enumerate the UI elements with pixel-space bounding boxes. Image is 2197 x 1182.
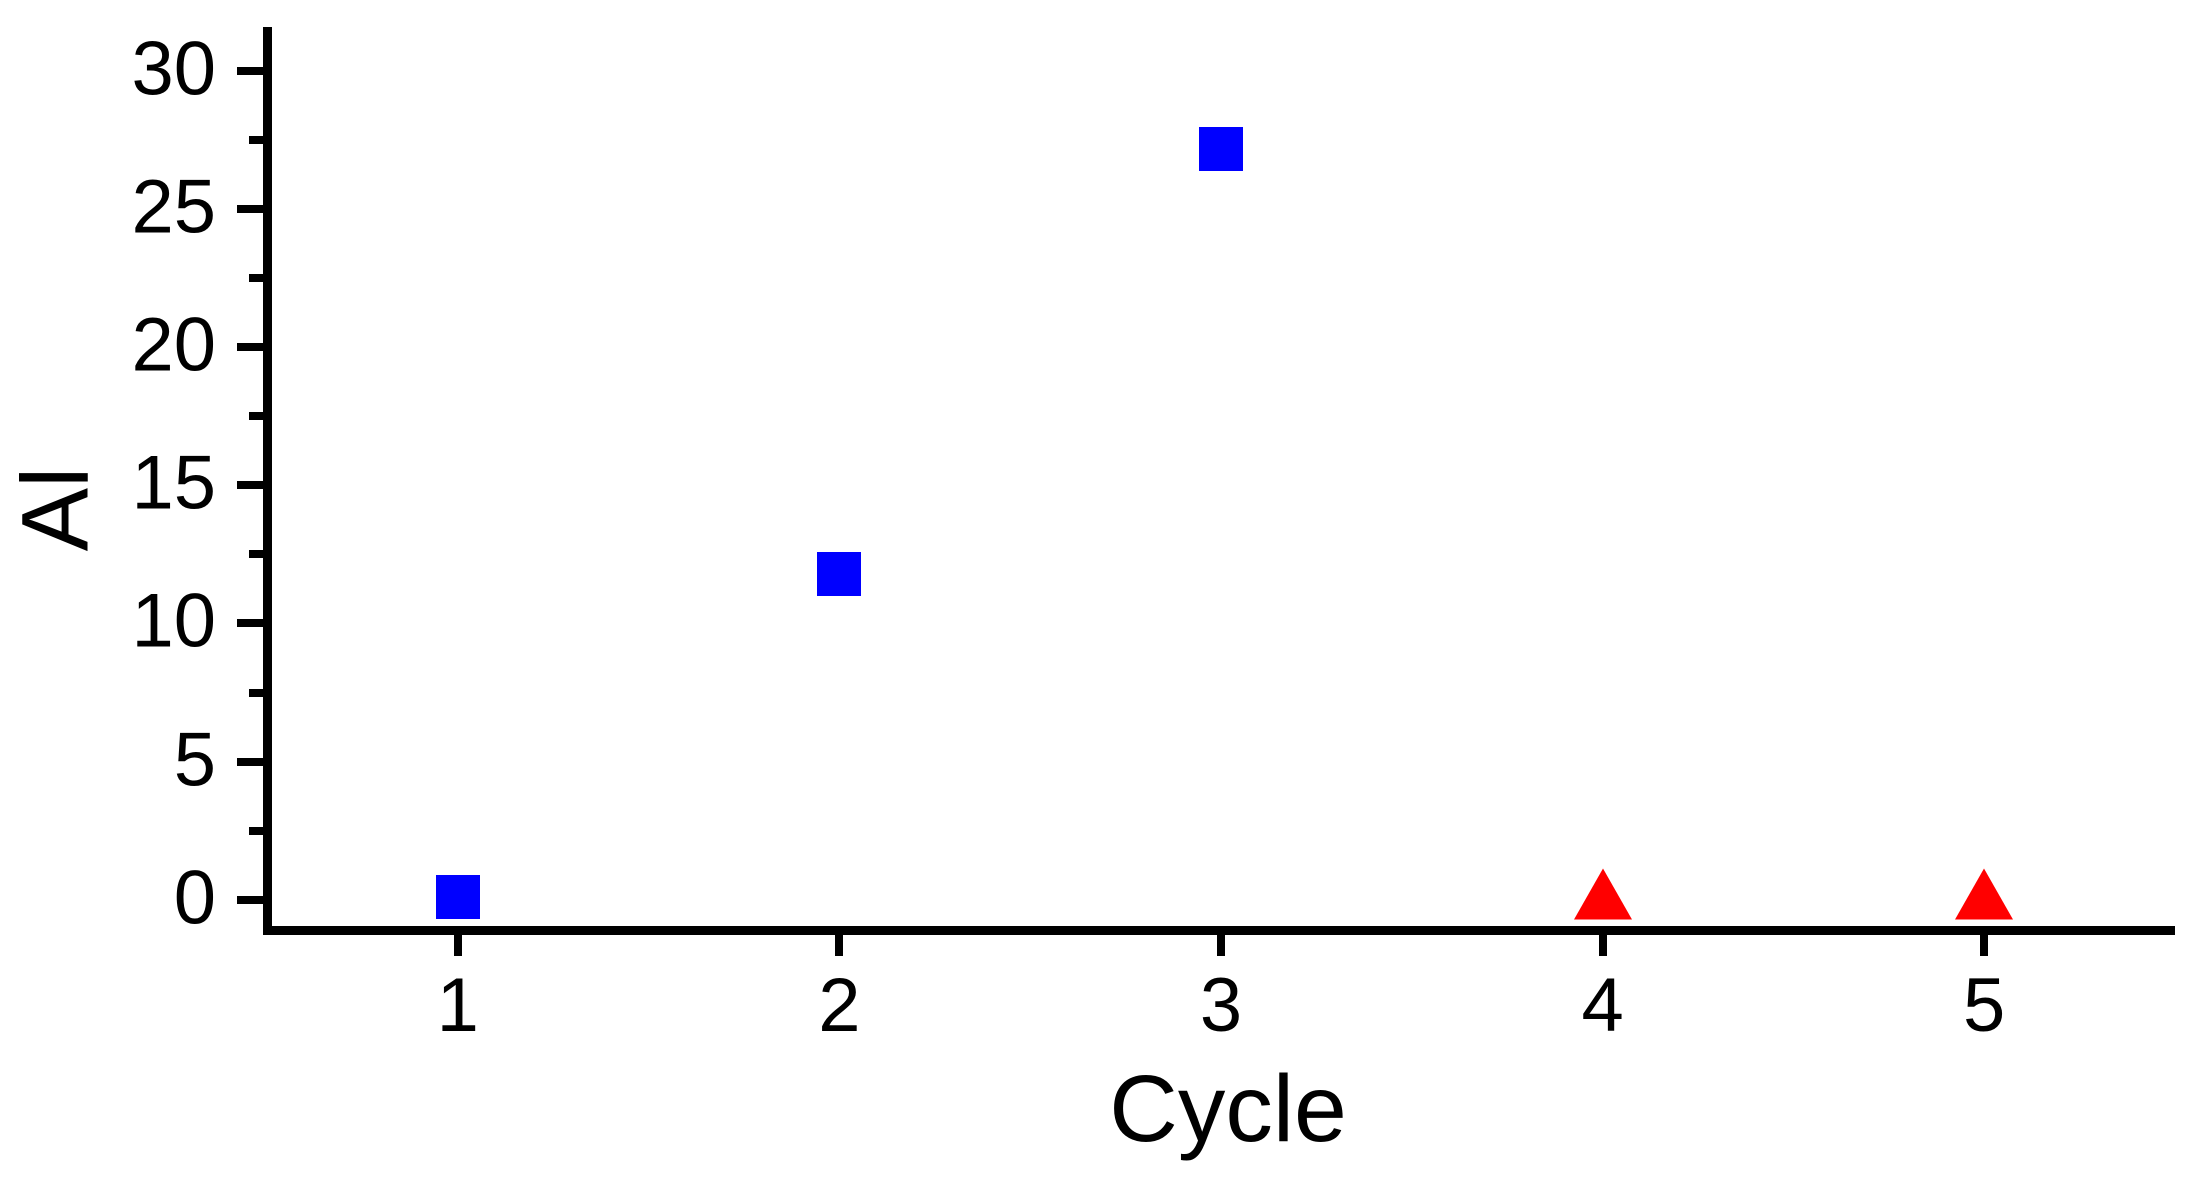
y-tick-label: 5 [173,717,216,803]
y-tick-label: 15 [131,440,216,526]
y-minor-tick [249,136,267,145]
x-major-tick [1598,935,1607,956]
y-major-tick [237,67,267,76]
x-axis-line [263,926,2175,935]
x-tick-label: 1 [436,963,479,1048]
y-major-tick [237,205,267,214]
x-tick-label: 5 [1963,963,2006,1048]
y-axis-line [263,27,272,935]
y-tick-label: 20 [131,302,216,388]
data-point-marker-blue-squares [817,551,862,596]
x-major-tick [1217,935,1225,956]
x-tick-label: 3 [1199,963,1243,1048]
y-minor-tick [249,412,267,421]
y-minor-tick [249,826,267,835]
y-tick-label: 25 [131,164,216,250]
y-minor-tick [249,550,267,559]
y-major-tick [237,757,267,766]
y-major-tick [237,895,267,904]
y-tick-label: 10 [131,578,216,664]
x-tick-label: 4 [1581,963,1624,1048]
y-major-tick [237,481,267,490]
x-major-tick [835,935,844,956]
data-point-marker-blue-squares [435,874,480,919]
data-point-marker-blue-squares [1199,126,1243,171]
y-minor-tick [249,688,267,697]
y-axis-title: Al [2,466,109,552]
data-point-marker-red-triangles [1573,868,1632,920]
x-major-tick [453,935,462,956]
x-axis-title: Cycle [1109,1056,1347,1162]
y-major-tick [237,343,267,352]
y-tick-label: 0 [173,855,216,941]
y-tick-label: 30 [131,26,216,112]
x-tick-label: 2 [818,963,861,1048]
y-major-tick [237,619,267,628]
x-major-tick [1980,935,1989,956]
data-point-marker-red-triangles [1955,868,2014,920]
y-minor-tick [249,274,267,283]
